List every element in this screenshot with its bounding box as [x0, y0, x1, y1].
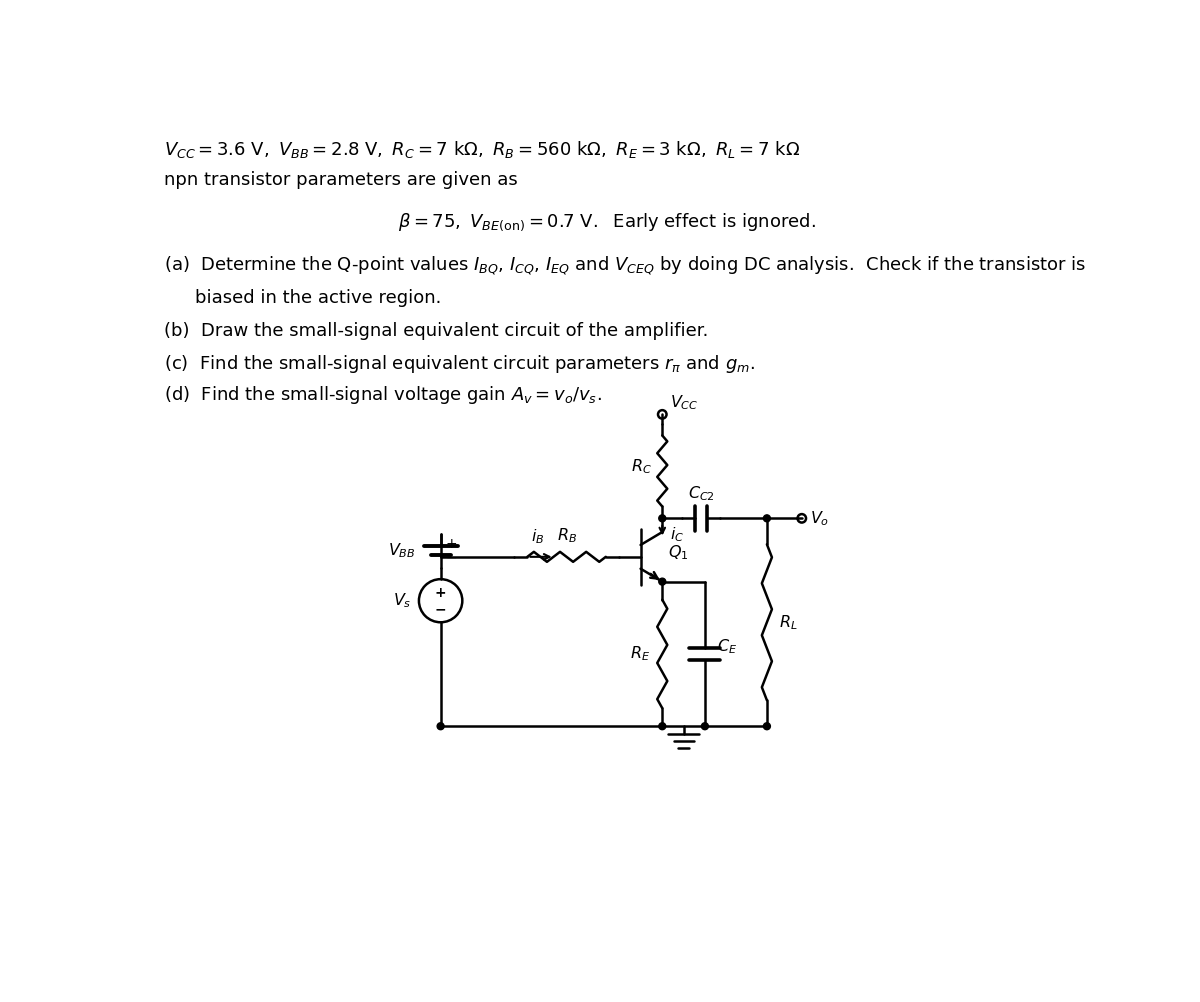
Text: $\beta = 75$$,\ V_{BE(\mathrm{on})}$$= 0.7\ \mathrm{V}.$  Early effect is ignore: $\beta = 75$$,\ V_{BE(\mathrm{on})}$$= 0… [398, 211, 816, 233]
Text: $i_B$: $i_B$ [532, 527, 545, 546]
Text: $R_L$: $R_L$ [779, 613, 798, 631]
Text: (c)  Find the small-signal equivalent circuit parameters $r_\pi$ and $g_m$.: (c) Find the small-signal equivalent cir… [164, 353, 755, 375]
Text: $R_E$: $R_E$ [630, 644, 650, 663]
Text: $V_{BB}$: $V_{BB}$ [389, 541, 416, 560]
Text: $R_C$: $R_C$ [631, 458, 653, 477]
Text: −: − [434, 602, 446, 616]
Text: (d)  Find the small-signal voltage gain $A_v = v_o/v_s$.: (d) Find the small-signal voltage gain $… [164, 384, 601, 406]
Text: $V_{CC}$: $V_{CC}$ [670, 394, 698, 412]
Text: $V_o$: $V_o$ [810, 509, 829, 528]
Text: biased in the active region.: biased in the active region. [194, 289, 442, 307]
Text: (b)  Draw the small-signal equivalent circuit of the amplifier.: (b) Draw the small-signal equivalent cir… [164, 322, 708, 340]
Text: $i_C$: $i_C$ [670, 525, 684, 544]
Circle shape [763, 515, 770, 522]
Text: $C_E$: $C_E$ [718, 637, 738, 655]
Circle shape [702, 722, 708, 729]
Circle shape [659, 515, 666, 522]
Text: +: + [445, 537, 457, 551]
Text: $V_{CC}$$= 3.6\ \mathrm{V}$$,\ V_{BB}$$= 2.8\ \mathrm{V}$$,\ R_C$$= 7\ \mathrm{k: $V_{CC}$$= 3.6\ \mathrm{V}$$,\ V_{BB}$$=… [164, 138, 800, 159]
Circle shape [437, 722, 444, 729]
Circle shape [659, 578, 666, 585]
Text: $C_{C2}$: $C_{C2}$ [688, 484, 714, 503]
Text: +: + [434, 585, 446, 599]
Text: npn transistor parameters are given as: npn transistor parameters are given as [164, 171, 517, 189]
Text: (a)  Determine the Q-point values $I_{BQ}$, $I_{CQ}$, $I_{EQ}$ and $V_{CEQ}$ by : (a) Determine the Q-point values $I_{BQ}… [164, 255, 1086, 277]
Text: $V_s$: $V_s$ [392, 591, 412, 610]
Text: $Q_1$: $Q_1$ [668, 544, 689, 562]
Text: −: − [445, 551, 457, 564]
Text: $R_B$: $R_B$ [557, 526, 576, 544]
Circle shape [659, 722, 666, 729]
Circle shape [763, 722, 770, 729]
